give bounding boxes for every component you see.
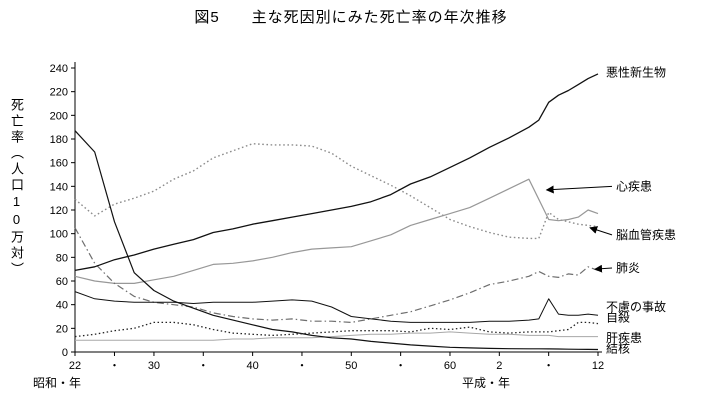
label-arrow-heart-disease — [545, 185, 613, 194]
y-tick-label: 140 — [50, 181, 68, 193]
series-label-malignant-neoplasms: 悪性新生物 — [606, 65, 666, 80]
series-line-cerebrovascular-disease — [74, 142, 599, 240]
label-arrow-cerebrovascular-disease — [589, 226, 613, 236]
series-line-liver-disease — [75, 331, 598, 341]
x-axis-era-label-showa: 昭和・年 — [33, 376, 82, 390]
x-tick-label: ・ — [296, 360, 307, 372]
x-tick-label: 12 — [592, 360, 604, 372]
x-tick-label: 22 — [69, 360, 81, 372]
series-label-suicide: 自殺 — [606, 311, 630, 325]
series-line-heart-disease — [74, 178, 599, 284]
y-tick-label: 240 — [50, 63, 68, 75]
y-tick-label: 160 — [50, 158, 68, 170]
x-tick-label: ・ — [198, 360, 209, 372]
x-tick-label: 60 — [444, 360, 456, 372]
series-line-accidents — [74, 291, 599, 323]
series-label-heart-disease: 心疾患 — [616, 178, 652, 193]
x-tick-label: ・ — [109, 360, 120, 372]
y-tick-label: 200 — [50, 110, 68, 122]
series-line-malignant-neoplasms — [74, 73, 599, 272]
chart-title: 図5 主な死因別にみた死亡率の年次推移 — [194, 9, 508, 26]
series-label-liver-disease: 肝疾患 — [606, 330, 642, 345]
y-tick-label: 220 — [50, 87, 68, 99]
y-tick-label: 0 — [62, 347, 68, 359]
y-axis-label: 死亡率（人口10万対） — [9, 98, 24, 278]
label-arrow-pneumonia — [594, 264, 613, 273]
x-tick-label: 40 — [246, 360, 258, 372]
y-tick-label: 40 — [56, 300, 68, 312]
series-label-pneumonia: 肺炎 — [616, 261, 640, 275]
x-tick-label: 2 — [496, 360, 502, 372]
y-tick-label: 180 — [50, 134, 68, 146]
x-tick-label: ・ — [395, 360, 406, 372]
series-label-accidents: 不慮の事故 — [606, 299, 666, 314]
y-tick-label: 20 — [56, 323, 68, 335]
x-tick-label: 30 — [148, 360, 160, 372]
series-label-tuberculosis: 結核 — [606, 341, 630, 355]
y-tick-label: 60 — [56, 276, 68, 288]
x-tick-label: ・ — [543, 360, 554, 372]
x-tick-label: 50 — [345, 360, 357, 372]
y-tick-label: 80 — [56, 252, 68, 264]
series-line-tuberculosis — [74, 130, 599, 351]
y-tick-label: 120 — [50, 205, 68, 217]
series-line-pneumonia — [74, 227, 599, 323]
series-line-suicide — [74, 321, 599, 338]
x-axis-era-label-heisei: 平成・年 — [462, 376, 511, 390]
y-tick-label: 100 — [50, 229, 68, 241]
series-label-cerebrovascular-disease: 脳血管疾患 — [616, 227, 676, 242]
